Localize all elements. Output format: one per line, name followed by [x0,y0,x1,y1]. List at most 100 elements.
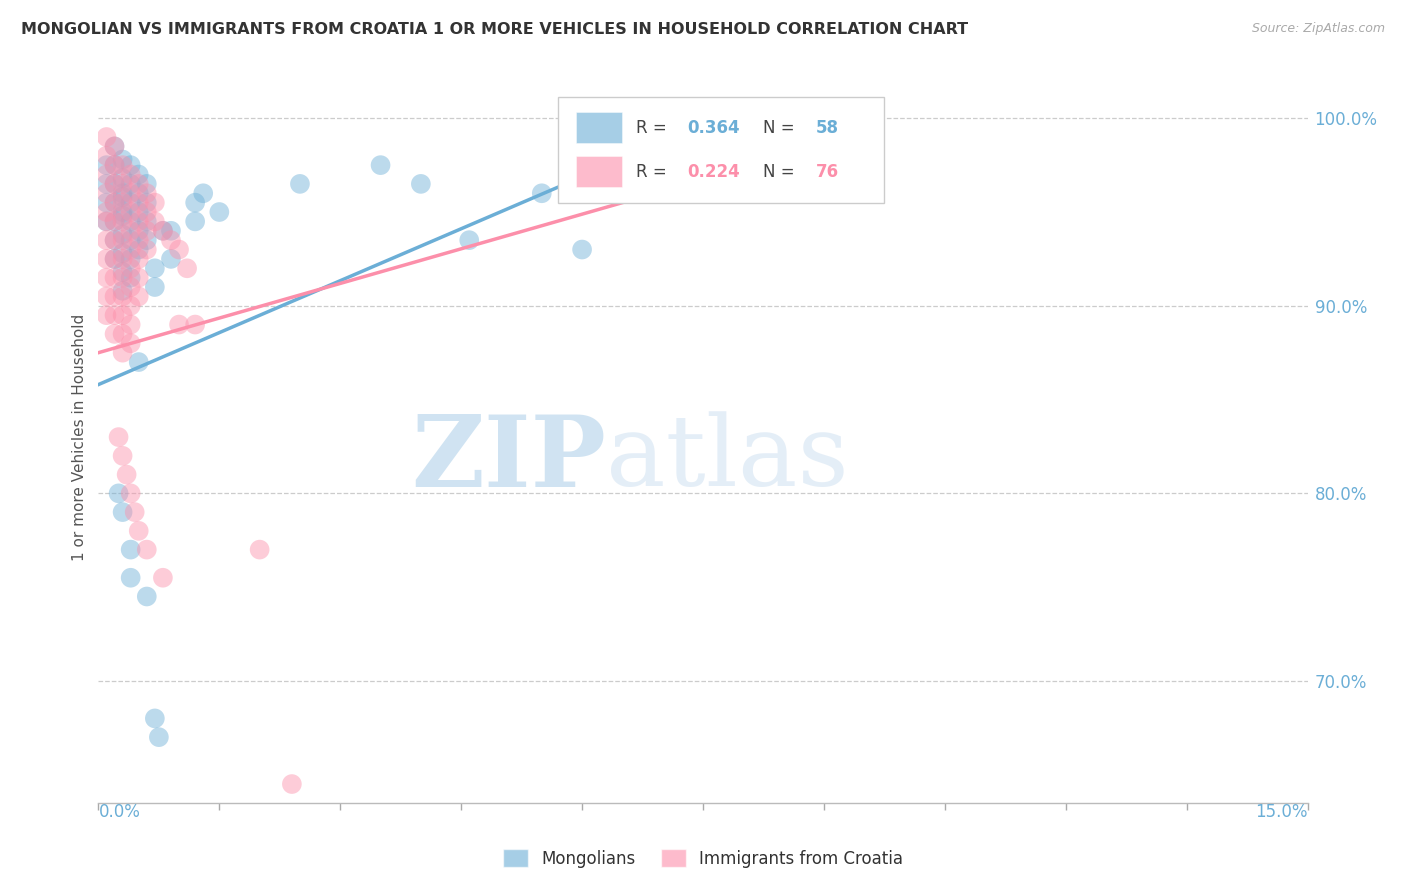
Point [152,224,174,238]
Point [103,139,125,153]
Point [128,177,150,191]
Point [135,243,157,257]
Point [143,195,166,210]
Point [96,195,118,210]
Point [107,430,129,444]
Point [96,186,118,201]
Point [120,261,142,276]
Point [208,205,231,219]
Point [128,524,150,538]
Point [103,233,125,247]
Point [111,153,134,167]
Point [128,168,150,182]
Point [111,289,134,303]
Point [103,177,125,191]
Point [128,243,150,257]
Text: 0.364: 0.364 [688,119,740,136]
Point [103,233,125,247]
Text: 0.224: 0.224 [688,162,740,180]
Point [96,252,118,266]
Point [111,177,134,191]
Text: N =: N = [763,119,800,136]
Point [135,542,157,557]
Point [96,308,118,322]
Point [111,270,134,285]
Point [120,233,142,247]
Point [115,467,138,482]
Text: N =: N = [763,162,800,180]
Point [120,270,142,285]
Point [111,326,134,341]
Point [111,171,134,186]
Point [160,224,183,238]
Point [107,486,129,500]
Point [96,214,118,228]
Point [103,195,125,210]
Point [96,214,118,228]
Point [167,243,190,257]
Point [96,205,118,219]
Point [135,205,157,219]
Point [128,270,150,285]
Point [120,168,142,182]
Point [96,130,118,145]
Text: R =: R = [637,119,672,136]
Text: 76: 76 [815,162,838,180]
Point [128,205,150,219]
Point [128,186,150,201]
Point [96,289,118,303]
Point [111,186,134,201]
Point [184,195,207,210]
Point [111,265,134,279]
Point [103,252,125,266]
Point [120,224,142,238]
Point [124,505,146,519]
Point [135,590,157,604]
Text: MONGOLIAN VS IMMIGRANTS FROM CROATIA 1 OR MORE VEHICLES IN HOUSEHOLD CORRELATION: MONGOLIAN VS IMMIGRANTS FROM CROATIA 1 O… [21,22,969,37]
Point [111,233,134,247]
Point [111,246,134,260]
Text: 58: 58 [815,119,838,136]
Point [111,205,134,219]
Point [148,730,170,744]
Point [143,280,166,294]
Point [143,261,166,276]
Point [143,711,166,725]
Point [167,318,190,332]
Point [103,158,125,172]
Point [160,252,183,266]
Point [128,289,150,303]
FancyBboxPatch shape [576,156,621,187]
Legend: Mongolians, Immigrants from Croatia: Mongolians, Immigrants from Croatia [503,849,903,868]
Point [111,308,134,322]
Point [143,214,166,228]
Point [120,571,142,585]
Point [111,190,134,204]
Point [160,233,183,247]
Point [128,252,150,266]
Point [120,299,142,313]
Point [135,233,157,247]
Point [111,252,134,266]
Y-axis label: 1 or more Vehicles in Household: 1 or more Vehicles in Household [72,313,87,561]
Point [152,571,174,585]
Point [120,318,142,332]
Point [103,177,125,191]
Point [120,158,142,172]
Text: Source: ZipAtlas.com: Source: ZipAtlas.com [1251,22,1385,36]
FancyBboxPatch shape [558,97,884,203]
Point [103,139,125,153]
Point [184,318,207,332]
Point [409,177,432,191]
Point [120,280,142,294]
Point [120,186,142,201]
Point [111,227,134,242]
Point [111,449,134,463]
Text: 15.0%: 15.0% [1256,803,1308,821]
Point [120,486,142,500]
Point [111,195,134,210]
Point [111,158,134,172]
Point [152,224,174,238]
Text: 0.0%: 0.0% [98,803,141,821]
Point [176,261,198,276]
